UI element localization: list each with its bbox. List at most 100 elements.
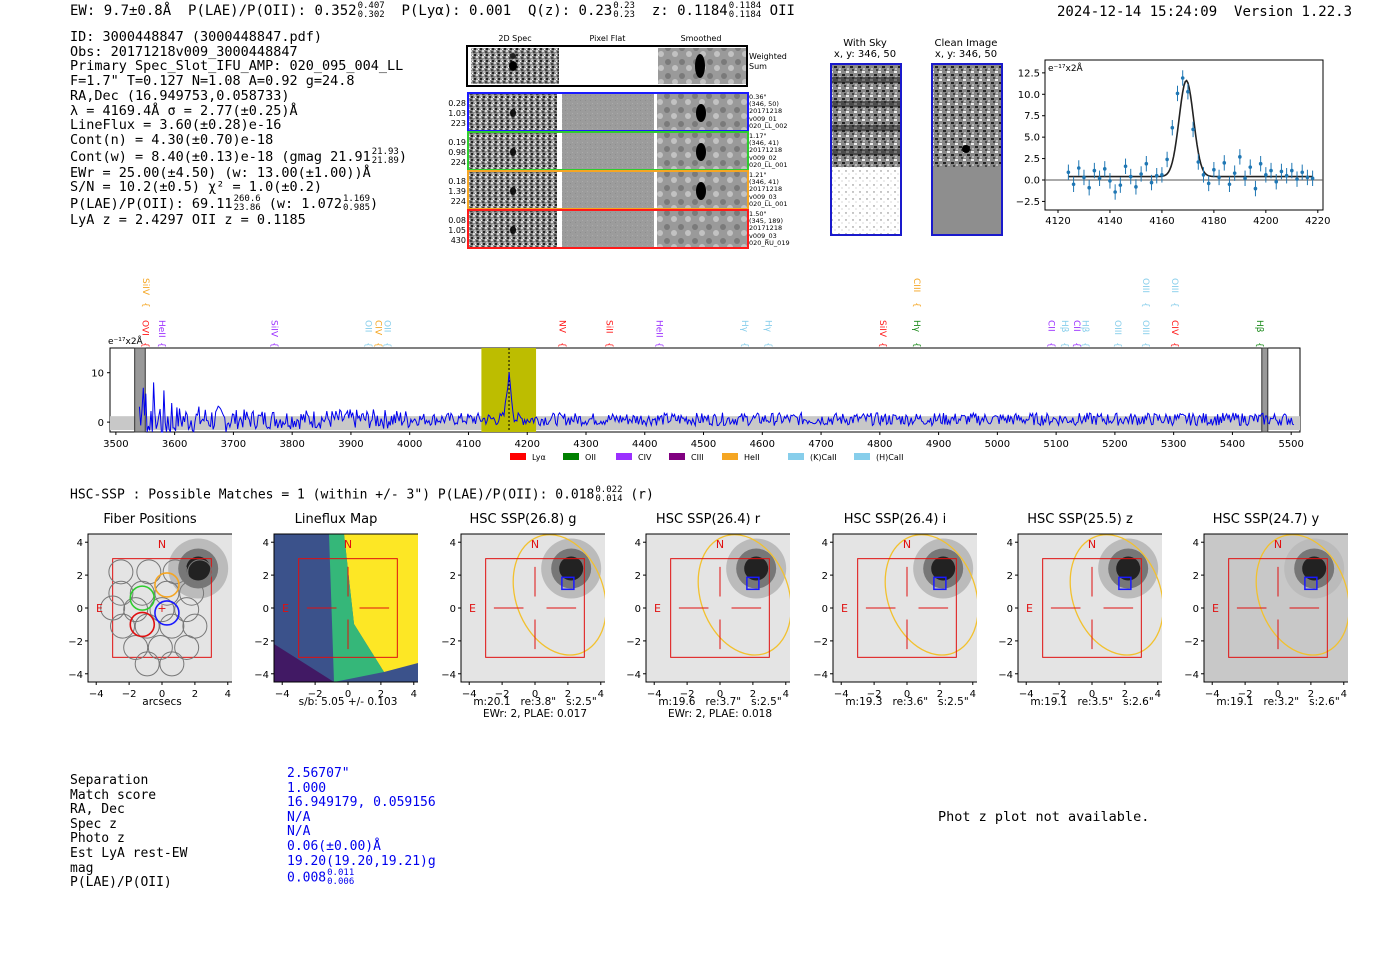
line-id-text: Hγ (739, 320, 749, 333)
cutout-xtick-label: 0 (1089, 689, 1095, 700)
spectrum-xtick-label: 4100 (456, 439, 481, 450)
cutout-ytick-label: 4 (1193, 538, 1199, 549)
compass-north: N (1274, 538, 1282, 551)
spec2d-row-stats: 0.19 0.98 224 (442, 138, 466, 168)
match-value-text: 16.949179, 0.059156 (287, 795, 436, 811)
info-ewr: EWr = 25.00(±4.50) (w: 13.00(±1.00))Å (70, 164, 371, 181)
cutout-caption-line1: m:19.3 re:3.6" s:2.5" (845, 696, 969, 708)
zoom-data-point (1097, 176, 1102, 181)
cutout-xtick-label: 0 (532, 689, 538, 700)
line-id-label: HeII { (156, 320, 166, 348)
match-label: Est LyA rest-EW (70, 845, 188, 861)
match-plae-range: 0.011 0.006 (327, 869, 354, 887)
spec2d-row-stat: 0.28 (448, 99, 466, 108)
spectrum-xtick-label: 4200 (515, 439, 540, 450)
zoom-data-point (1253, 186, 1258, 191)
info-plae-w: (w: 1.072 (268, 196, 342, 213)
cutout-xtick-label: −4 (834, 689, 849, 700)
line-id-bracket: { (911, 302, 921, 308)
spec2d-row-stat: 1.03 (448, 109, 466, 118)
spectrum-ytick-label: 0 (98, 418, 104, 429)
cutout-ytick-label: 2 (1007, 571, 1013, 582)
spec2d-row-meta-line: 1.21" (749, 171, 767, 179)
spectrum-xtick-label: 4600 (750, 439, 775, 450)
cutout-xtick-label: −4 (1019, 689, 1034, 700)
line-id-label: Hβ { (1080, 320, 1090, 348)
line-id-bracket: { (269, 342, 279, 348)
line-id-label: OIII { (1140, 320, 1150, 348)
zoom-ytick-label: 10.0 (1018, 90, 1040, 101)
zoom-plot-frame (1044, 59, 1324, 211)
with-sky-title-text: With Sky (843, 38, 887, 49)
info-plae-w-hi: 1.169 (342, 194, 371, 205)
spec2d-row-stat: 430 (450, 236, 466, 245)
cutout-xtick-label: −2 (122, 689, 137, 700)
cutout-ytick-label: −4 (1184, 670, 1199, 681)
cutout-title: HSC SSP(24.7) y (1212, 512, 1320, 527)
cutout-caption: m:19.3 re:3.6" s:2.5" (825, 696, 989, 708)
zoom-data-point (1274, 179, 1279, 184)
cutout-ytick-label: −2 (441, 637, 456, 648)
match-value: 19.20(19.20,19.21)g (287, 854, 436, 870)
zoom-data-point (1191, 127, 1195, 132)
spec2d-row-meta-line: 20171218 (749, 107, 783, 116)
cutout-title: HSC SSP(25.5) z (1027, 512, 1133, 527)
cutout-xtick-label: 0 (159, 689, 165, 700)
line-id-text: OII (381, 320, 391, 332)
info-plae: P(LAE)/P(OII): 69.11 260.6 23.86 (w: 1.072… (70, 194, 379, 214)
zoom-data-point (1170, 125, 1175, 130)
spectrum-unit-label: e⁻¹⁷x2Å (108, 335, 144, 347)
line-id-label: CIV { (1169, 320, 1179, 348)
spec2d-panel (466, 45, 748, 87)
cutout-xtick-label: 4 (970, 689, 976, 700)
spectrum-xtick-label: 3600 (162, 439, 187, 450)
hsc-summary-lo: 0.014 (595, 494, 623, 504)
match-value-text: 1.000 (287, 780, 327, 796)
cutout-ytick-label: 0 (263, 604, 269, 615)
spectrum-xtick-label: 4300 (573, 439, 598, 450)
zoom-data-point (1134, 185, 1138, 189)
line-id-text: OIII (1140, 320, 1150, 335)
zoom-data-point (1076, 166, 1081, 170)
spectrum-error-band (110, 416, 1300, 431)
line-id-bracket: { (1080, 342, 1090, 348)
zoom-ytick-label: 7.5 (1024, 111, 1040, 122)
hsc-summary-text: HSC-SSP : Possible Matches = 1 (within +… (70, 487, 595, 503)
zoom-data-point (1102, 167, 1107, 171)
line-id-text: CIII (911, 278, 921, 292)
cutout-ytick-label: 0 (77, 604, 83, 615)
cutout-xtick-label: 4 (225, 689, 231, 700)
zoom-xtick-label: 4180 (1201, 216, 1226, 227)
cutout-image: N E 4 2 0 −2 −4 −4 −2 0 2 4 (254, 533, 418, 700)
line-id-text: Hβ (1254, 320, 1264, 333)
line-id-bracket: { (139, 342, 149, 348)
info-sn: S/N = 10.2(±0.5) χ² = 1.0(±0.2) (70, 179, 322, 196)
spec2d-row-meta: 1.21" (346, 41) 20171218 v009_03 020_LL_001 (749, 171, 809, 208)
info-plae-hi: 260.6 (233, 194, 261, 205)
compass-north: N (1088, 538, 1096, 551)
line-id-bracket: { (1059, 342, 1069, 348)
zoom-data-point (1118, 183, 1123, 187)
zoom-plot: 12.5 10.0 7.5 5.0 2.5 0.0 −2.5 4120 4140 4160 4180… (1016, 59, 1330, 227)
zoom-data-point (1222, 161, 1227, 165)
match-label: Spec z (70, 816, 117, 832)
zoom-data-point (1113, 190, 1117, 194)
spec2d-row-meta-line: v009_02 (749, 153, 777, 162)
zoom-ytick-label: −2.5 (1016, 197, 1040, 208)
line-id-label: OVI { (139, 320, 149, 348)
photz-note: Phot z plot not available. (938, 809, 1150, 825)
cutout-ytick-label: −2 (1184, 637, 1199, 648)
header-right: 2024-12-14 15:24:09 Version 1.22.3 (1057, 4, 1352, 20)
match-value: 16.949179, 0.059156 (287, 795, 436, 811)
header-summary: EW: 9.7±0.8Å P(LAE)/P(OII): 0.352 0.407 0.… (70, 2, 795, 20)
zoom-data-point (1206, 181, 1211, 186)
cutout-title: HSC SSP(26.4) r (655, 512, 761, 527)
line-id-label: OIII { (1112, 320, 1122, 348)
line-id-bracket: { (381, 342, 391, 348)
info-params: F=1.7" T=0.127 N=1.08 A=0.92 g=24.8 (70, 73, 355, 90)
line-id-text: HeII (654, 320, 664, 338)
compass-north: N (344, 538, 352, 551)
zoom-ytick-label: 2.5 (1024, 154, 1040, 165)
spec2d-row-stats: 0.18 1.39 224 (442, 177, 466, 207)
header-qz-hi: 0.23 (613, 1, 635, 11)
